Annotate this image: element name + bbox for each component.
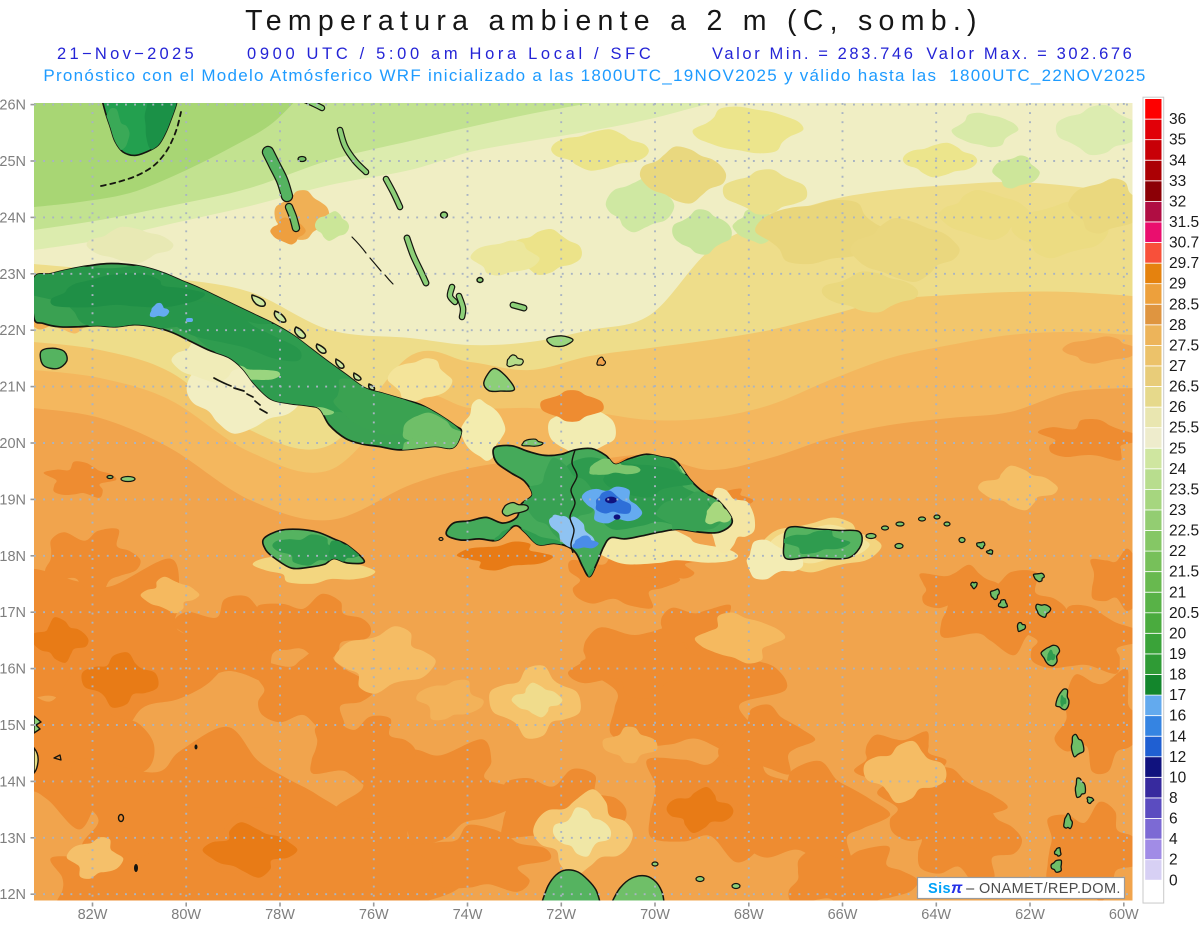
svg-text:24N: 24N [0,210,26,226]
svg-text:66W: 66W [828,907,858,923]
svg-text:25N: 25N [0,154,26,170]
svg-text:21.5: 21.5 [1169,564,1199,581]
svg-text:12N: 12N [0,887,26,903]
svg-text:15N: 15N [0,718,26,734]
svg-text:25: 25 [1169,440,1186,457]
svg-text:26: 26 [1169,399,1186,416]
svg-text:32: 32 [1169,193,1186,210]
svg-text:80W: 80W [171,907,201,923]
svg-text:27.5: 27.5 [1169,337,1199,354]
svg-text:31.5: 31.5 [1169,214,1199,231]
svg-text:29.7: 29.7 [1169,255,1199,272]
svg-text:27: 27 [1169,358,1186,375]
svg-text:74W: 74W [453,907,483,923]
svg-text:62W: 62W [1015,907,1045,923]
svg-text:23N: 23N [0,267,26,283]
svg-text:22.5: 22.5 [1169,523,1199,540]
svg-text:28: 28 [1169,317,1186,334]
svg-text:17N: 17N [0,605,26,621]
svg-text:17: 17 [1169,687,1186,704]
svg-text:23: 23 [1169,502,1186,519]
svg-text:20.5: 20.5 [1169,605,1199,622]
svg-text:60W: 60W [1109,907,1139,923]
svg-text:25.5: 25.5 [1169,420,1199,437]
svg-text:0: 0 [1169,872,1178,889]
svg-text:28.5: 28.5 [1169,296,1199,313]
svg-text:10: 10 [1169,769,1187,786]
svg-text:16: 16 [1169,708,1186,725]
svg-text:19: 19 [1169,646,1186,663]
svg-text:35: 35 [1169,132,1186,149]
svg-text:16N: 16N [0,662,26,678]
svg-text:68W: 68W [734,907,764,923]
svg-text:72W: 72W [546,907,576,923]
svg-text:2: 2 [1169,852,1178,869]
svg-text:19N: 19N [0,492,26,508]
svg-text:33: 33 [1169,173,1186,190]
svg-text:14: 14 [1169,728,1187,745]
svg-text:36: 36 [1169,111,1186,128]
svg-text:26N: 26N [0,98,26,114]
svg-text:21N: 21N [0,380,26,396]
svg-text:24: 24 [1169,461,1187,478]
svg-text:70W: 70W [640,907,670,923]
svg-text:20: 20 [1169,625,1187,642]
svg-text:18: 18 [1169,667,1186,684]
svg-text:13N: 13N [0,831,26,847]
svg-text:26.5: 26.5 [1169,379,1199,396]
svg-text:12: 12 [1169,749,1186,766]
svg-text:Sisπ – ONAMET/REP.DOM.: Sisπ – ONAMET/REP.DOM. [928,880,1121,897]
svg-text:20N: 20N [0,436,26,452]
svg-text:30.7: 30.7 [1169,235,1199,252]
svg-text:14N: 14N [0,774,26,790]
svg-text:22N: 22N [0,323,26,339]
svg-text:64W: 64W [921,907,951,923]
svg-text:76W: 76W [359,907,389,923]
svg-text:4: 4 [1169,831,1178,848]
svg-text:21: 21 [1169,584,1186,601]
svg-text:23.5: 23.5 [1169,481,1199,498]
svg-text:22: 22 [1169,543,1186,560]
svg-text:82W: 82W [78,907,108,923]
svg-text:18N: 18N [0,549,26,565]
svg-text:6: 6 [1169,811,1178,828]
svg-text:78W: 78W [265,907,295,923]
svg-text:29: 29 [1169,276,1186,293]
svg-text:34: 34 [1169,152,1187,169]
svg-text:8: 8 [1169,790,1178,807]
